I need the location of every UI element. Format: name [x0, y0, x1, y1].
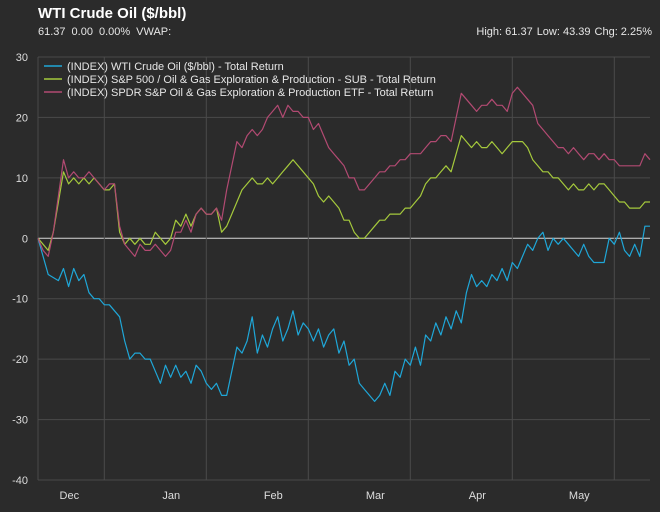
vwap-label: VWAP: — [136, 26, 172, 38]
change-value: Chg: 2.25% — [594, 26, 652, 38]
y-tick-label: 20 — [16, 112, 28, 124]
x-tick-label: Mar — [366, 490, 385, 502]
y-axis: -40 -30 -20 -10 0 10 20 30 — [12, 52, 28, 487]
grid — [37, 56, 650, 481]
high-value: High: 61.37 — [476, 26, 533, 38]
percent-change: 0.00% — [98, 26, 131, 38]
series-line-3 — [37, 86, 651, 257]
series-line-1 — [37, 225, 650, 402]
low-value: Low: 43.39 — [536, 26, 591, 38]
y-tick-label: -30 — [12, 415, 28, 427]
y-tick-label: 0 — [22, 233, 28, 245]
legend-item-2[interactable]: (INDEX) S&P 500 / Oil & Gas Exploration … — [44, 74, 436, 86]
legend-label: (INDEX) S&P 500 / Oil & Gas Exploration … — [67, 74, 436, 86]
legend-item-1[interactable]: (INDEX) WTI Crude Oil ($/bbl) - Total Re… — [44, 61, 284, 73]
x-tick-label: Apr — [469, 490, 486, 502]
x-tick-label: Feb — [264, 490, 283, 502]
x-tick-label: Dec — [60, 490, 80, 502]
legend-label: (INDEX) SPDR S&P Oil & Gas Exploration &… — [67, 87, 433, 99]
legend-item-3[interactable]: (INDEX) SPDR S&P Oil & Gas Exploration &… — [44, 87, 433, 99]
quote-summary: 61.37 0.00 0.00% VWAP: — [38, 26, 177, 38]
y-tick-label: -10 — [12, 294, 28, 306]
y-tick-label: -20 — [12, 354, 28, 366]
legend[interactable]: (INDEX) WTI Crude Oil ($/bbl) - Total Re… — [44, 61, 436, 99]
x-tick-label: May — [569, 490, 590, 502]
x-tick-label: Jan — [162, 490, 180, 502]
net-change: 0.00 — [71, 26, 93, 38]
range-summary: High: 61.37 Low: 43.39 Chg: 2.25% — [472, 26, 652, 38]
last-price: 61.37 — [38, 26, 66, 38]
legend-label: (INDEX) WTI Crude Oil ($/bbl) - Total Re… — [67, 61, 284, 73]
x-axis: Dec Jan Feb Mar Apr May — [60, 490, 591, 502]
series-lines — [37, 86, 651, 402]
chart-title: WTI Crude Oil ($/bbl) — [38, 5, 187, 22]
y-tick-label: -40 — [12, 475, 28, 487]
series-line-2 — [37, 135, 650, 251]
y-tick-label: 10 — [16, 173, 28, 185]
y-tick-label: 30 — [16, 52, 28, 64]
